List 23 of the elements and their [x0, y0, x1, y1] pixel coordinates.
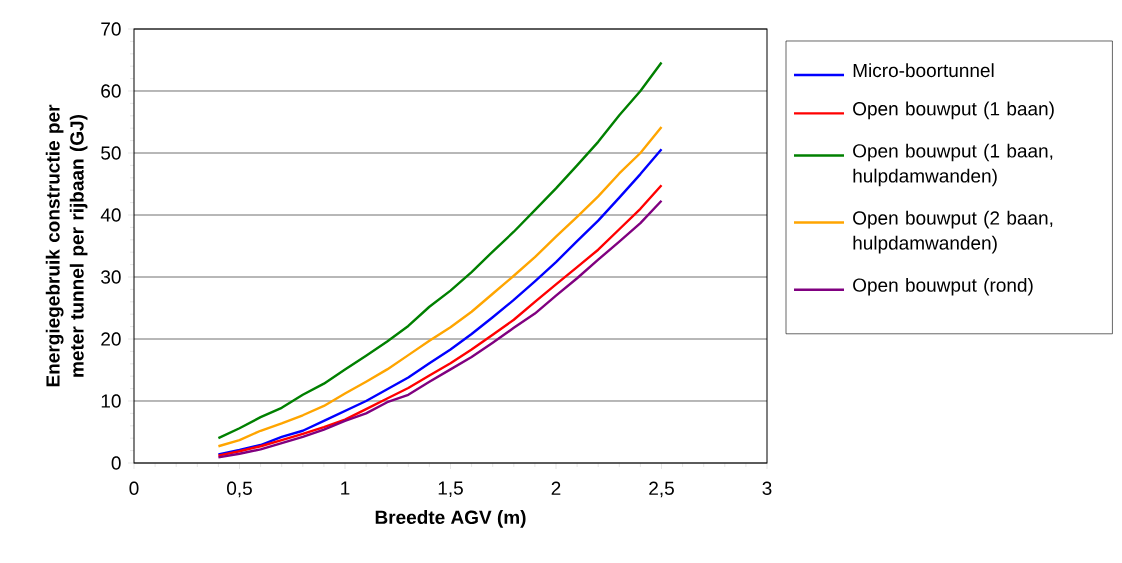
- y-tick-label: 40: [100, 208, 121, 222]
- line-series: [217, 61, 663, 440]
- y-tick-label: 50: [101, 146, 121, 160]
- x-tick-label: 2: [551, 481, 561, 495]
- x-tick-label: 2,5: [649, 481, 674, 498]
- y-tick-label: 30: [101, 270, 121, 284]
- y-tick-label: 70: [101, 22, 121, 36]
- x-tick-label: 1,5: [438, 481, 463, 498]
- y-tick-label: 0: [111, 456, 121, 470]
- x-tick-label: 0,5: [227, 481, 252, 498]
- x-axis-title: Breedte AGV (m): [375, 510, 526, 528]
- y-tick-label: 60: [101, 84, 121, 98]
- y-tick-label: 10: [101, 394, 121, 408]
- legend-label: Open bouwput (2 baan, hulpdamwanden): [853, 210, 1053, 254]
- x-tick-label: 0: [129, 481, 139, 495]
- legend-label: Open bouwput (rond): [853, 277, 1033, 296]
- y-axis-title: Energiegebruik constructie per meter tunnel per rijbaan (GJ): [45, 104, 88, 387]
- legend-label: Open bouwput (1 baan): [853, 101, 1054, 120]
- legend-label: Micro-boortunnel: [853, 63, 994, 78]
- y-tick-label: 20: [101, 332, 121, 346]
- x-tick-label: 1: [341, 481, 350, 495]
- x-tick-label: 3: [762, 481, 772, 495]
- legend-label: Open bouwput (1 baan, hulpdamwanden): [853, 143, 1053, 187]
